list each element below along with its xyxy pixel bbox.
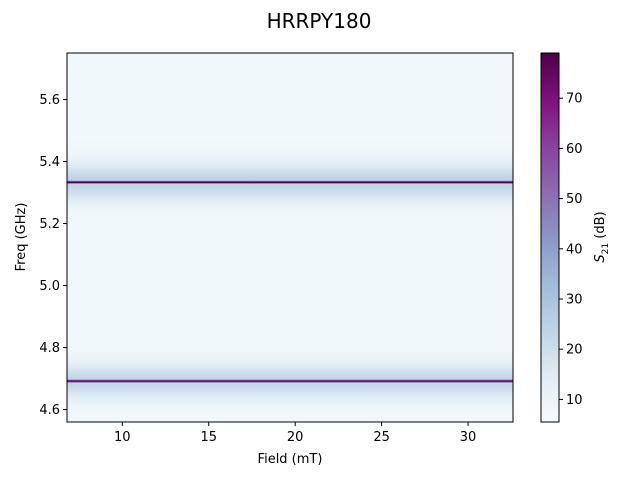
plot-area: 10 15 20 25 30 4.6 4.8 5.0 5.2 5.4 5.6 (39, 52, 514, 445)
colorbar-label-sub: 21 (601, 243, 611, 254)
x-tick-label: 15 (200, 430, 217, 445)
y-tick-label: 5.4 (39, 155, 60, 170)
colorbar-frame (540, 52, 560, 423)
colorbar-tick-label: 50 (566, 192, 583, 207)
x-tick-label: 20 (287, 430, 304, 445)
x-axis-ticks: 10 15 20 25 30 (114, 422, 476, 445)
y-tick-label: 5.0 (39, 279, 60, 294)
y-axis-label: Freq (GHz) (14, 203, 29, 272)
colorbar-fill (541, 53, 559, 422)
colorbar-ticks: 10 20 30 40 50 60 70 (559, 92, 583, 408)
x-tick-label: 25 (373, 430, 390, 445)
colorbar-tick-label: 70 (566, 92, 583, 107)
x-tick-label: 30 (460, 430, 477, 445)
y-axis-ticks: 4.6 4.8 5.0 5.2 5.4 5.6 (39, 93, 67, 418)
colorbar-tick-label: 40 (566, 242, 583, 257)
colorbar-tick-label: 20 (566, 343, 583, 358)
x-tick-label: 10 (114, 430, 131, 445)
colorbar-label-base: S (593, 254, 608, 262)
y-tick-label: 5.6 (39, 93, 60, 108)
colorbar-tick-label: 10 (566, 393, 583, 408)
heatmap (67, 53, 513, 422)
chart-title: HRRPY180 (267, 9, 372, 33)
colorbar-tick-label: 30 (566, 293, 583, 308)
colorbar-label: S21 (dB) (593, 211, 611, 262)
resonance-lines (67, 180, 513, 383)
colorbar: 10 20 30 40 50 60 70 S21 (dB) (540, 52, 611, 423)
plot-frame (66, 52, 514, 423)
y-tick-label: 5.2 (39, 217, 60, 232)
y-tick-label: 4.6 (39, 403, 60, 418)
x-axis-label: Field (mT) (258, 452, 323, 467)
colorbar-label-unit: (dB) (593, 211, 608, 242)
colorbar-tick-label: 60 (566, 142, 583, 157)
y-tick-label: 4.8 (39, 341, 60, 356)
